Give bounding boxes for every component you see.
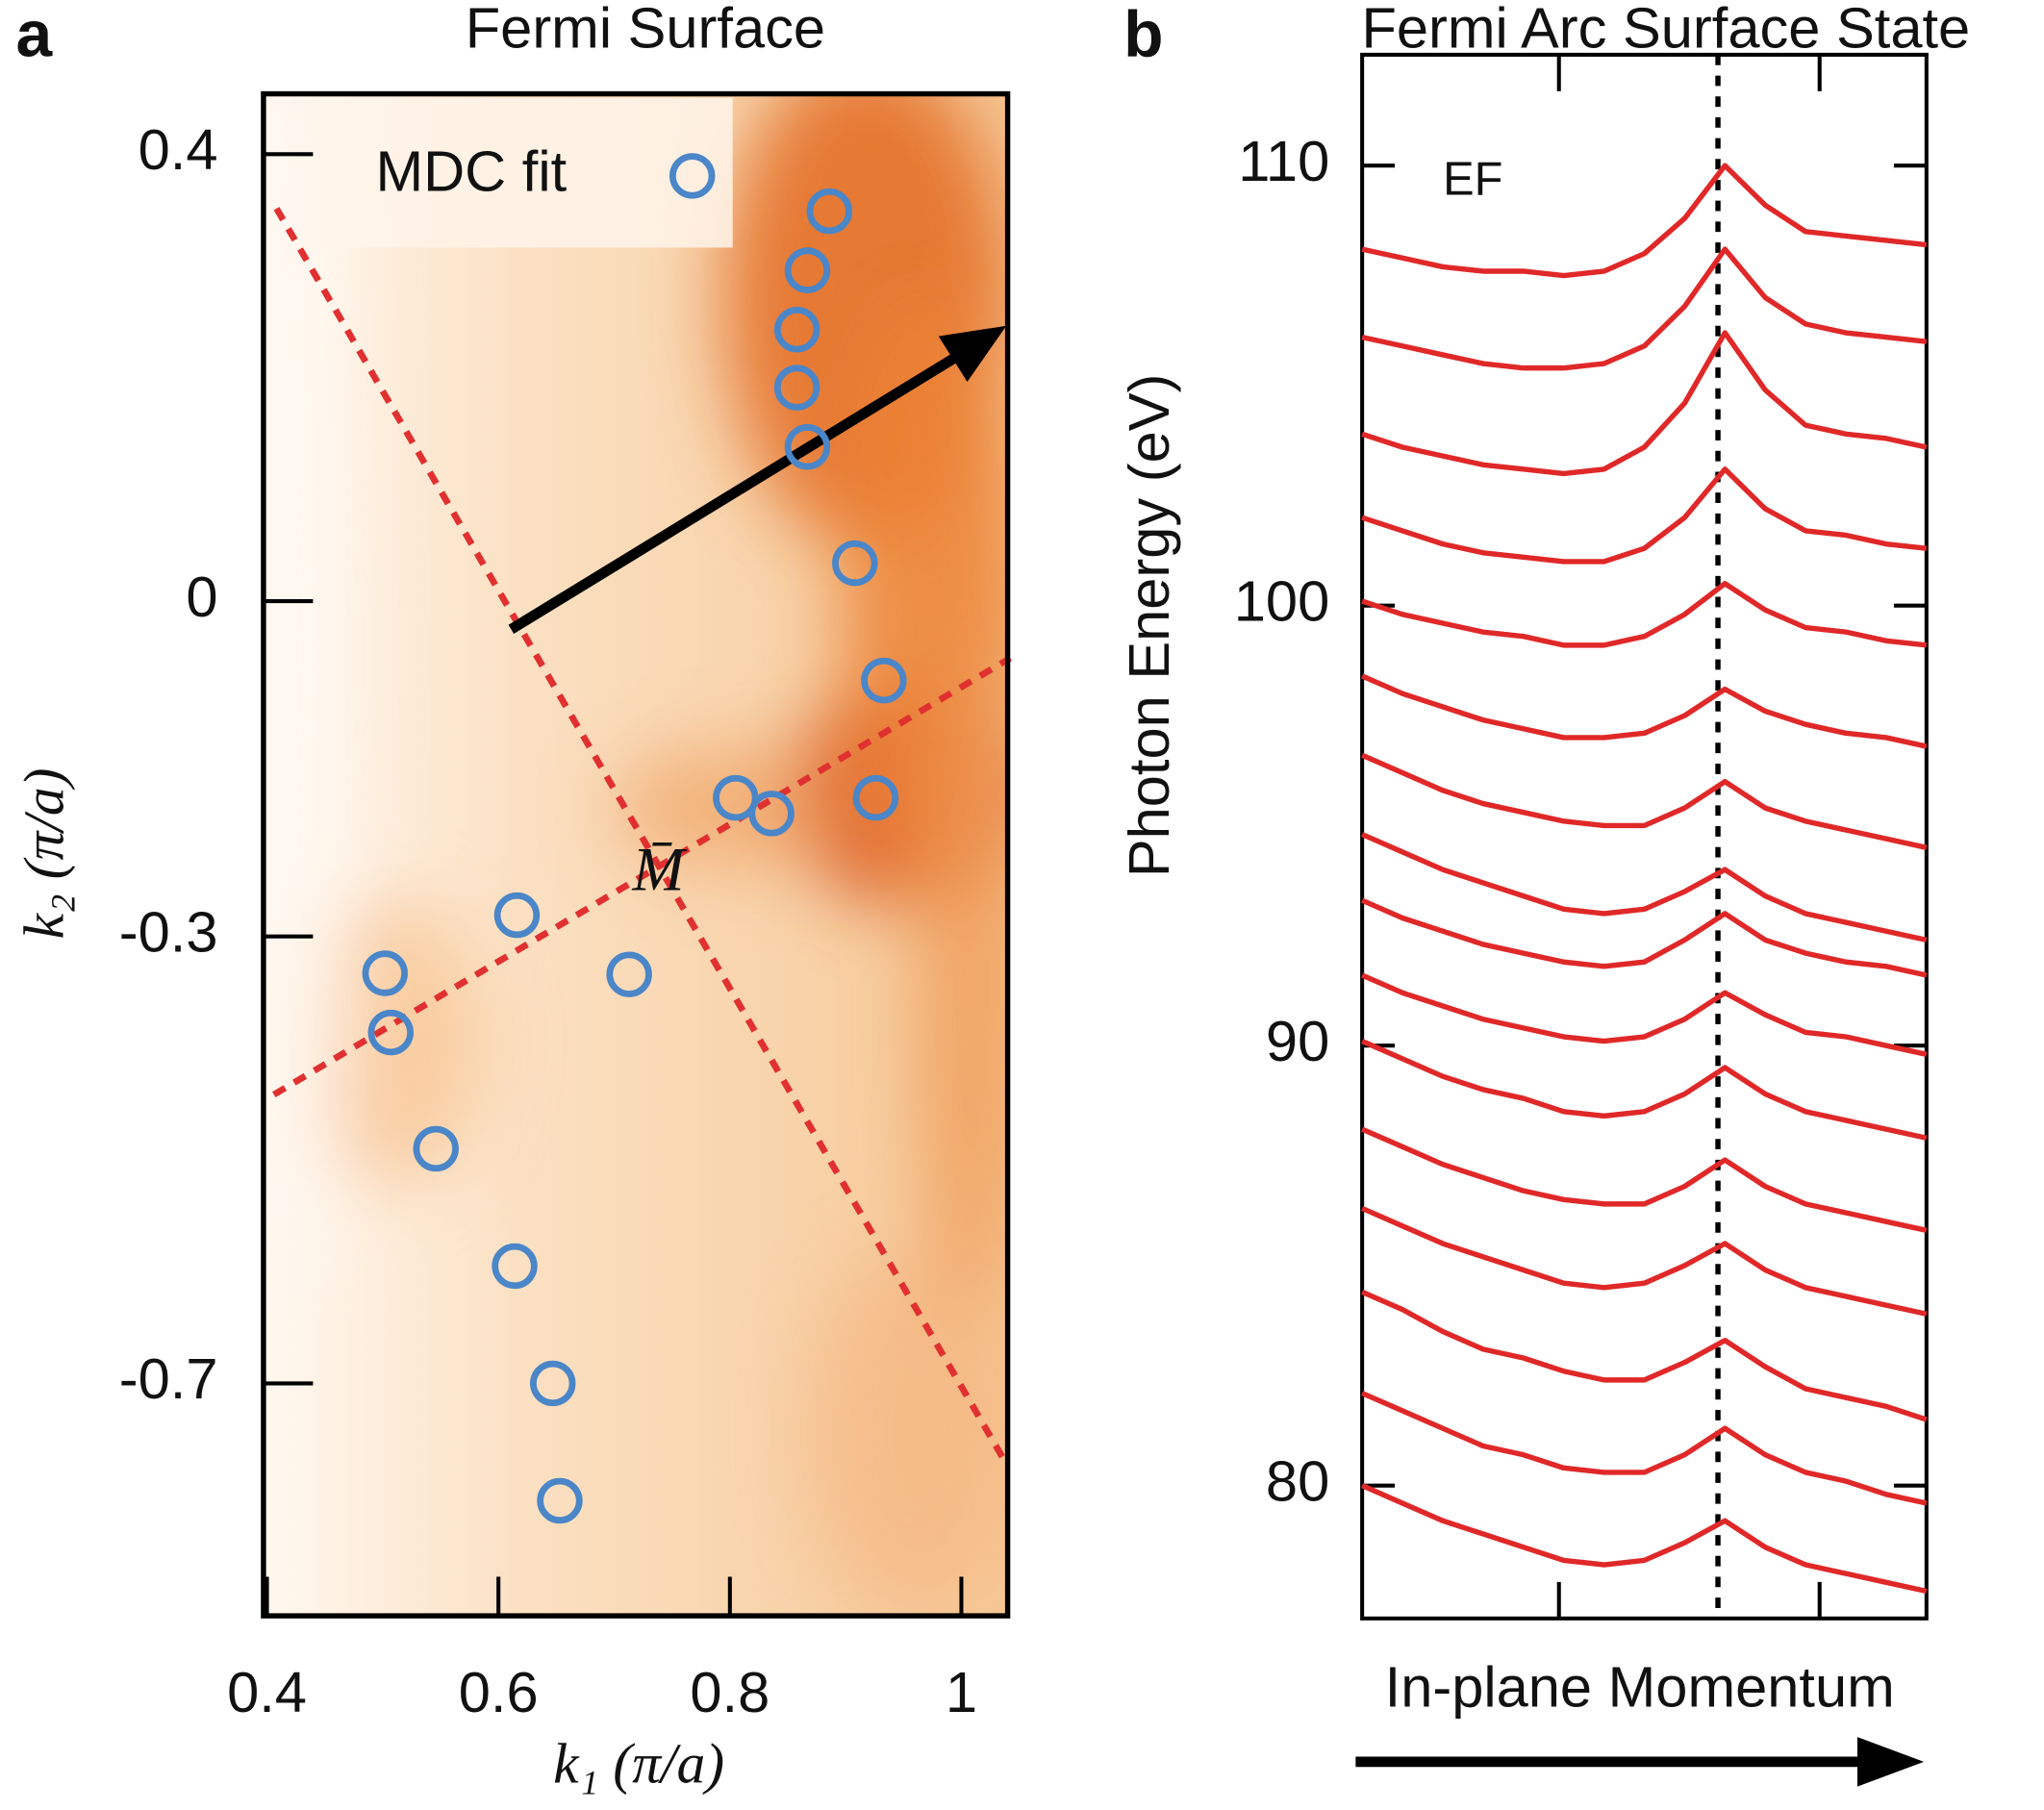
mdc-point (773, 365, 820, 411)
y-tick-label: 100 (1234, 568, 1329, 633)
legend-label: MDC fit (375, 139, 567, 204)
panel-label: a (15, 0, 53, 71)
spectrum-curve (1361, 1205, 1928, 1317)
spectrum-curve (1361, 673, 1928, 749)
y-tick-label: 110 (1238, 129, 1329, 193)
heatmap (263, 93, 1008, 1617)
spectrum-curve (1361, 1039, 1928, 1141)
y-tick-label: 80 (1266, 1448, 1329, 1513)
spectrum-curve (1361, 246, 1928, 371)
mdc-point (832, 540, 878, 587)
y-tick-label: 0.4 (139, 117, 218, 182)
direction-arrow (508, 351, 961, 635)
spectrum-curve (1361, 1289, 1928, 1422)
y-tick-label: 0 (186, 565, 217, 629)
x-axis-label: k₁ (π/a) (553, 1732, 724, 1796)
spectrum-curve (1361, 581, 1928, 648)
spectrum-curve (1361, 1126, 1928, 1233)
mdc-point (852, 774, 899, 821)
y-axis-label: k₂ (π/a) (12, 767, 75, 939)
mdc-point (493, 892, 541, 939)
chart-title: Fermi Surface (466, 0, 825, 61)
mdc-point (861, 657, 907, 704)
spectrum-curve (1361, 466, 1928, 565)
x-tick-label: 0.8 (690, 1660, 770, 1724)
y-tick-label: -0.7 (119, 1346, 218, 1411)
mirror-line (272, 655, 1013, 1098)
panel-label: b (1123, 0, 1163, 71)
spectrum-curve (1361, 1391, 1928, 1506)
x-tick-label: 1 (946, 1660, 977, 1724)
mdc-point (413, 1125, 459, 1172)
spectrum-curve (1361, 1483, 1928, 1595)
y-axis-label: Photon Energy (eV) (1117, 374, 1181, 878)
spectrum-curve (1361, 832, 1928, 943)
plot-frame (261, 90, 1011, 1619)
mdc-point (530, 1360, 576, 1407)
legend-marker (669, 153, 716, 199)
x-tick-label: 0.6 (459, 1660, 539, 1724)
mdc-point (537, 1477, 583, 1524)
annotation: EF (1443, 154, 1502, 206)
spectrum-curve (1361, 897, 1928, 978)
mdc-point (492, 1243, 538, 1290)
arrow-head (938, 325, 1007, 382)
mdc-point (784, 424, 831, 470)
y-tick-label: -0.3 (119, 899, 218, 964)
y-tick-label: 90 (1266, 1009, 1329, 1073)
mirror-line (273, 207, 1007, 1462)
spectrum-curve (1361, 163, 1928, 279)
spectrum-curve (1361, 330, 1928, 477)
mdc-point (773, 307, 820, 353)
annotation: M̄ (631, 835, 688, 904)
mdc-point (362, 950, 408, 996)
mdc-point (806, 188, 853, 235)
mdc-point (606, 951, 652, 997)
chart-title: Fermi Arc Surface State (1361, 0, 1970, 61)
arrow-head (1857, 1737, 1925, 1787)
spectrum-curve (1361, 752, 1928, 850)
mdc-point (367, 1009, 414, 1056)
mdc-point (748, 791, 795, 837)
mdc-point (784, 247, 831, 293)
x-tick-label: 0.4 (227, 1660, 307, 1724)
plot-frame (1360, 52, 1929, 1621)
x-axis-label: In-plane Momentum (1385, 1654, 1895, 1719)
spectrum-curve (1361, 972, 1928, 1057)
